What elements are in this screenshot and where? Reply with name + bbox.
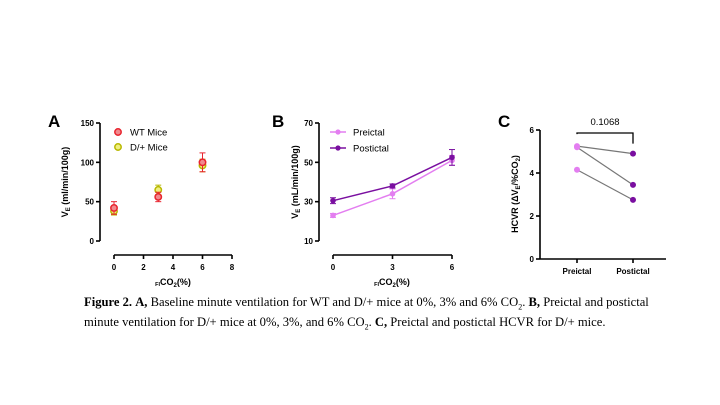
x-tick-label-preictal: Preictal bbox=[563, 267, 592, 276]
legend-marker-d-plus bbox=[114, 143, 122, 151]
legend-label: Postictal bbox=[353, 144, 389, 155]
caption-b-end: . bbox=[368, 315, 375, 330]
x-tick-label: 3 bbox=[390, 263, 395, 272]
y-tick-label: 70 bbox=[304, 119, 313, 128]
data-point-wt bbox=[110, 204, 118, 212]
caption-b-text: Preictal and postictal minute ventilatio… bbox=[84, 295, 649, 330]
data-point-postictal bbox=[330, 197, 336, 204]
legend-marker-wt bbox=[114, 128, 122, 136]
y-tick-label: 10 bbox=[304, 237, 313, 246]
panel-a-chart: 0 50 100 150 0 2 4 6 8 FICO2(%) VE (ml/min/100g) WT… bbox=[60, 119, 235, 289]
x-tick-label: 6 bbox=[200, 263, 205, 272]
pair-line bbox=[576, 145, 634, 155]
legend-marker-postictal bbox=[335, 145, 341, 151]
y-tick-label: 0 bbox=[530, 255, 535, 264]
x-tick-label-postictal: Postictal bbox=[616, 267, 649, 276]
caption-a-sub: 2 bbox=[518, 302, 523, 312]
y-tick-label: 6 bbox=[530, 126, 535, 135]
data-point-wt bbox=[198, 158, 207, 167]
x-tick-label: 2 bbox=[141, 263, 146, 272]
y-tick-label: 30 bbox=[304, 198, 313, 207]
y-axis-label: VE (mL/min/100g) bbox=[290, 145, 302, 219]
caption-figure-label: Figure 2. bbox=[84, 295, 133, 309]
data-point-postictal bbox=[630, 181, 636, 188]
data-point-wt bbox=[154, 192, 163, 201]
pair-line bbox=[576, 146, 634, 186]
legend-label: D/+ Mice bbox=[130, 143, 168, 154]
x-tick-label: 8 bbox=[230, 263, 235, 272]
y-axis-label: VE (ml/min/100g) bbox=[60, 147, 72, 218]
caption-b-label: B, bbox=[528, 295, 541, 309]
significance-bracket bbox=[576, 132, 634, 144]
y-tick-label: 0 bbox=[90, 237, 95, 246]
y-axis-label: HCVR (ΔVE/%CO2) bbox=[510, 155, 522, 233]
y-tick-label: 100 bbox=[81, 158, 95, 167]
p-value-annotation: 0.1068 bbox=[590, 117, 619, 128]
caption-a-text: Baseline minute ventilation for WT and D… bbox=[147, 295, 519, 309]
x-tick-label: 0 bbox=[331, 263, 336, 272]
caption-c-text: Preictal and postictal HCVR for D/+ mice… bbox=[387, 315, 606, 330]
data-point-preictal bbox=[574, 166, 580, 173]
y-tick-label: 50 bbox=[304, 158, 313, 167]
caption-a-label: A, bbox=[135, 295, 148, 309]
panel-label-b: B bbox=[272, 112, 284, 131]
x-axis-label: FICO2(%) bbox=[155, 277, 191, 289]
y-tick-label: 150 bbox=[81, 119, 95, 128]
legend-label: WT Mice bbox=[130, 128, 167, 139]
x-tick-label: 4 bbox=[171, 263, 176, 272]
x-tick-label: 0 bbox=[112, 263, 117, 272]
panel-c-chart: 0 2 4 6 Preictal Postictal HCVR (ΔVE/%CO2) 0.10… bbox=[510, 117, 666, 276]
data-point-preictal bbox=[330, 212, 336, 219]
data-point-preictal bbox=[574, 144, 580, 151]
y-tick-label: 4 bbox=[530, 169, 535, 178]
panel-label-c: C bbox=[498, 112, 510, 131]
data-point-postictal bbox=[389, 183, 396, 189]
y-tick-label: 50 bbox=[85, 198, 94, 207]
data-point-postictal bbox=[449, 154, 455, 161]
caption-c-label: C, bbox=[374, 315, 388, 330]
x-axis-label: FICO2(%) bbox=[374, 277, 410, 289]
panel-label-a: A bbox=[48, 112, 60, 131]
data-point-postictal bbox=[630, 150, 636, 157]
panel-b-chart: 10 30 50 70 0 3 6 FICO2(%) VE (mL/min/100g) Preic… bbox=[290, 119, 455, 289]
caption-b-sub: 2 bbox=[364, 322, 369, 332]
figure-caption: Figure 2. A, Baseline minute ventilation… bbox=[84, 295, 654, 335]
legend-label: Preictal bbox=[353, 128, 385, 139]
legend-marker-preictal bbox=[335, 129, 341, 135]
data-point-preictal bbox=[389, 191, 396, 197]
caption-a-end: . bbox=[522, 295, 529, 309]
pair-line bbox=[576, 169, 634, 201]
x-tick-label: 6 bbox=[450, 263, 455, 272]
y-tick-label: 2 bbox=[530, 212, 535, 221]
data-point-postictal bbox=[630, 196, 636, 203]
